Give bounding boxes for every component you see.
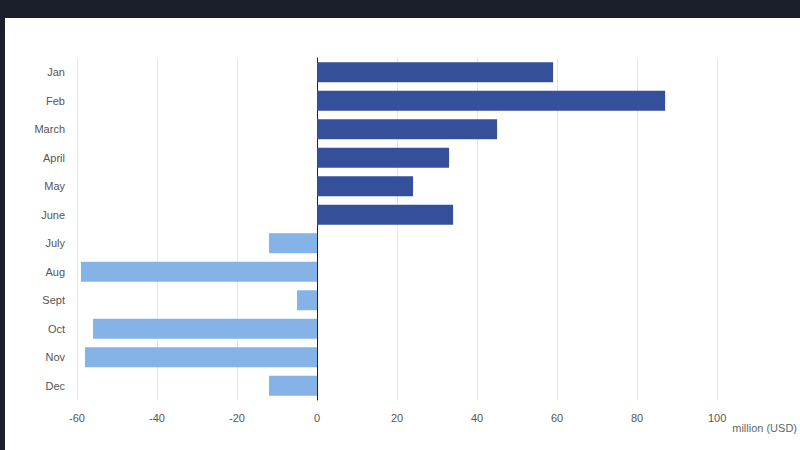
svg-text:0: 0 (314, 412, 320, 424)
svg-text:40: 40 (471, 412, 483, 424)
svg-text:March: March (34, 123, 65, 135)
svg-text:60: 60 (551, 412, 563, 424)
svg-text:Dec: Dec (45, 380, 65, 392)
svg-text:June: June (41, 209, 65, 221)
svg-text:100: 100 (708, 412, 726, 424)
svg-text:Oct: Oct (48, 323, 65, 335)
svg-text:April: April (43, 152, 65, 164)
svg-text:Feb: Feb (46, 95, 65, 107)
svg-text:-20: -20 (229, 412, 245, 424)
svg-text:80: 80 (631, 412, 643, 424)
svg-text:Jan: Jan (47, 66, 65, 78)
svg-text:-40: -40 (149, 412, 165, 424)
svg-text:May: May (44, 180, 65, 192)
svg-text:million (USD): million (USD) (732, 422, 797, 434)
svg-text:-60: -60 (69, 412, 85, 424)
svg-text:20: 20 (391, 412, 403, 424)
svg-text:Sept: Sept (42, 294, 65, 306)
svg-text:Nov: Nov (45, 351, 65, 363)
svg-text:July: July (45, 237, 65, 249)
svg-text:Aug: Aug (45, 266, 65, 278)
